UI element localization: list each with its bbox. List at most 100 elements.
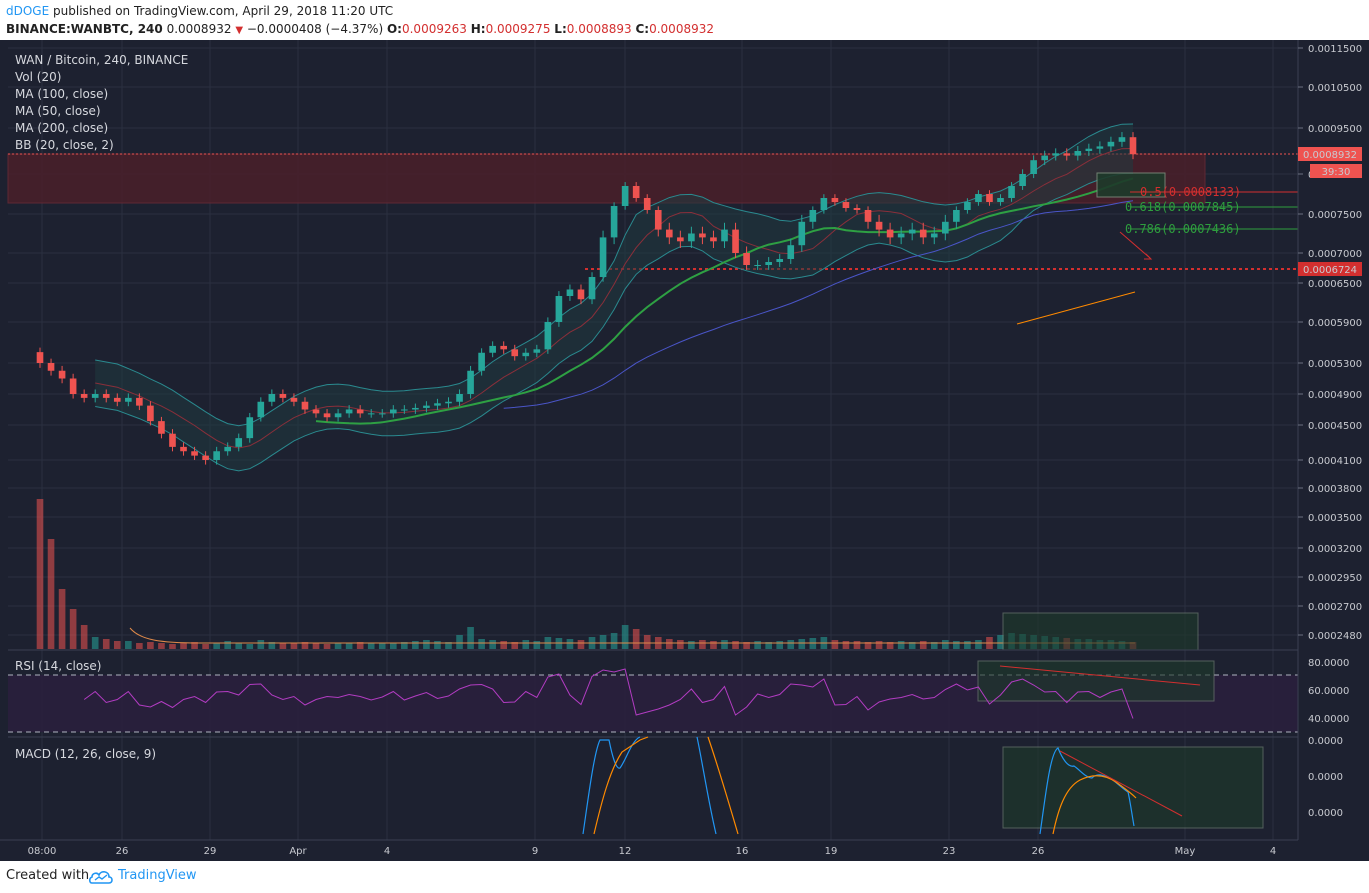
candle[interactable] bbox=[456, 389, 463, 407]
candle[interactable] bbox=[975, 190, 982, 206]
candle[interactable] bbox=[323, 409, 331, 422]
candle[interactable] bbox=[776, 254, 784, 267]
candle[interactable] bbox=[688, 226, 695, 248]
candle[interactable] bbox=[897, 226, 905, 245]
candle[interactable] bbox=[853, 204, 861, 214]
candle[interactable] bbox=[787, 238, 795, 264]
candle[interactable] bbox=[467, 365, 474, 399]
candle[interactable] bbox=[654, 206, 662, 237]
candle[interactable] bbox=[665, 222, 673, 245]
candle[interactable] bbox=[356, 405, 364, 418]
candle[interactable] bbox=[699, 226, 706, 245]
candle[interactable] bbox=[290, 393, 298, 407]
candle[interactable] bbox=[268, 389, 276, 407]
candle[interactable] bbox=[158, 416, 165, 439]
tradingview-logo-icon[interactable] bbox=[88, 868, 114, 886]
candle[interactable] bbox=[599, 230, 607, 282]
candle[interactable] bbox=[445, 397, 452, 408]
candle[interactable] bbox=[312, 405, 320, 418]
candle[interactable] bbox=[224, 442, 231, 456]
candle[interactable] bbox=[986, 190, 993, 206]
candle[interactable] bbox=[1041, 150, 1048, 166]
candle[interactable] bbox=[588, 272, 596, 305]
candle[interactable] bbox=[522, 348, 530, 361]
candle[interactable] bbox=[478, 348, 485, 376]
candle[interactable] bbox=[1107, 136, 1115, 152]
candle[interactable] bbox=[710, 230, 717, 248]
candle[interactable] bbox=[1129, 132, 1137, 160]
candle[interactable] bbox=[765, 257, 772, 270]
candle[interactable] bbox=[102, 389, 110, 403]
candle[interactable] bbox=[677, 230, 684, 248]
candle[interactable] bbox=[91, 389, 99, 403]
candle[interactable] bbox=[919, 222, 927, 245]
candle[interactable] bbox=[301, 397, 309, 414]
candle[interactable] bbox=[964, 198, 971, 214]
candle[interactable] bbox=[809, 206, 817, 229]
candle[interactable] bbox=[423, 401, 430, 413]
candle[interactable] bbox=[1074, 146, 1082, 161]
candle[interactable] bbox=[632, 182, 640, 202]
candle[interactable] bbox=[886, 222, 894, 245]
candle[interactable] bbox=[544, 317, 552, 354]
candle[interactable] bbox=[930, 226, 938, 245]
candle[interactable] bbox=[831, 194, 839, 206]
candle[interactable] bbox=[389, 405, 397, 418]
candle[interactable] bbox=[58, 365, 66, 384]
candle[interactable] bbox=[1008, 182, 1015, 202]
candle[interactable] bbox=[412, 403, 419, 414]
candle[interactable] bbox=[1030, 155, 1037, 179]
candle[interactable] bbox=[721, 222, 728, 248]
candle[interactable] bbox=[1085, 143, 1093, 156]
candle[interactable] bbox=[69, 373, 77, 399]
candle[interactable] bbox=[754, 260, 761, 270]
candle[interactable] bbox=[643, 194, 651, 214]
candle[interactable] bbox=[864, 206, 872, 229]
candle[interactable] bbox=[246, 412, 254, 443]
author-name[interactable]: dDOGE bbox=[6, 4, 50, 18]
candle[interactable] bbox=[621, 182, 629, 210]
candle[interactable] bbox=[1063, 148, 1071, 161]
candle[interactable] bbox=[147, 401, 154, 426]
candle[interactable] bbox=[136, 393, 143, 411]
candle[interactable] bbox=[113, 393, 121, 407]
candle[interactable] bbox=[953, 206, 960, 229]
candle[interactable] bbox=[942, 214, 949, 241]
candle[interactable] bbox=[257, 397, 265, 422]
candle[interactable] bbox=[235, 433, 243, 452]
candle[interactable] bbox=[820, 194, 828, 214]
candle[interactable] bbox=[80, 389, 88, 403]
candle[interactable] bbox=[1118, 132, 1126, 147]
candle[interactable] bbox=[1096, 141, 1104, 154]
candle[interactable] bbox=[345, 405, 353, 418]
candle[interactable] bbox=[47, 358, 55, 376]
candle[interactable] bbox=[378, 409, 386, 418]
candle[interactable] bbox=[191, 446, 198, 460]
candle[interactable] bbox=[798, 214, 806, 252]
candle[interactable] bbox=[279, 389, 287, 403]
candle[interactable] bbox=[36, 347, 44, 368]
candle[interactable] bbox=[555, 291, 563, 327]
candle[interactable] bbox=[125, 393, 132, 407]
candle[interactable] bbox=[1052, 148, 1060, 161]
candle[interactable] bbox=[908, 222, 916, 241]
candle[interactable] bbox=[213, 446, 220, 465]
candle[interactable] bbox=[732, 222, 739, 259]
candle[interactable] bbox=[875, 214, 883, 237]
candle[interactable] bbox=[577, 284, 585, 305]
candle[interactable] bbox=[434, 398, 441, 411]
candle[interactable] bbox=[1019, 169, 1026, 190]
candle[interactable] bbox=[334, 409, 342, 422]
candle[interactable] bbox=[367, 409, 375, 418]
candle[interactable] bbox=[180, 442, 187, 456]
candle[interactable] bbox=[997, 194, 1004, 206]
candle[interactable] bbox=[500, 341, 508, 354]
candle[interactable] bbox=[610, 202, 618, 245]
price-chart[interactable]: 0.5(0.0008133) 0.618(0.0007845) 0.786(0.… bbox=[0, 40, 1369, 861]
candle[interactable] bbox=[743, 246, 750, 270]
candle[interactable] bbox=[169, 429, 176, 452]
candle[interactable] bbox=[533, 344, 541, 358]
candle[interactable] bbox=[202, 451, 209, 465]
candle[interactable] bbox=[511, 344, 519, 361]
brand-link[interactable]: TradingView bbox=[118, 868, 197, 883]
